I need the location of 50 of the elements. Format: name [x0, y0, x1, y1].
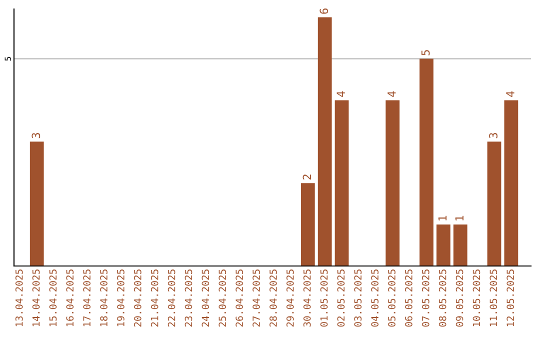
- x-tick-label: 16.04.2025: [66, 270, 74, 326]
- bar: [453, 224, 468, 266]
- data-label: 1: [438, 216, 447, 220]
- x-tick-label: 23.04.2025: [184, 270, 192, 327]
- x-tick-label: 21.04.2025: [150, 270, 158, 327]
- data-label: 5: [421, 50, 430, 56]
- x-tick-label: 29.04.2025: [286, 270, 294, 327]
- x-tick-label: 06.05.2025: [405, 270, 412, 327]
- x-tick-label: 19.04.2025: [117, 270, 124, 326]
- x-tick-label: 02.05.2025: [337, 270, 345, 327]
- x-tick-label: 12.05.2025: [506, 270, 514, 326]
- x-tick-label: 01.05.2025: [320, 270, 328, 327]
- x-tick-label: 17.04.2025: [83, 270, 91, 326]
- x-tick-label: 24.04.2025: [202, 270, 210, 327]
- bar: [318, 17, 332, 266]
- data-label: 3: [489, 133, 498, 138]
- x-tick-label: 14.04.2025: [32, 270, 40, 326]
- data-label: 6: [320, 8, 328, 14]
- x-tick-label: 20.04.2025: [134, 270, 142, 327]
- x-tick-label: 30.04.2025: [303, 270, 311, 327]
- x-tick-label: 27.04.2025: [252, 270, 260, 327]
- x-tick-label: 13.04.2025: [15, 270, 23, 326]
- bar: [436, 224, 450, 266]
- data-label: 3: [32, 133, 40, 138]
- bar: [386, 100, 400, 266]
- data-label: 1: [455, 216, 464, 220]
- x-tick-label: 15.04.2025: [49, 270, 57, 326]
- x-tick-label: 28.04.2025: [270, 270, 277, 327]
- x-tick-label: 11.05.2025: [490, 270, 498, 326]
- x-tick-label: 22.04.2025: [168, 270, 176, 327]
- data-label: 4: [388, 91, 396, 97]
- data-label: 4: [506, 91, 514, 97]
- x-tick-label: 10.05.2025: [472, 270, 480, 326]
- x-tick-label: 07.05.2025: [422, 270, 430, 327]
- x-tick-label: 04.05.2025: [371, 270, 379, 327]
- bar: [30, 142, 44, 266]
- x-tick-label: 09.05.2025: [456, 270, 464, 327]
- x-tick-label: 03.05.2025: [354, 270, 362, 327]
- x-tick-label: 05.05.2025: [388, 270, 396, 327]
- bar: [334, 100, 349, 266]
- data-label: 4: [336, 91, 345, 97]
- x-tick-label: 18.04.2025: [100, 270, 108, 326]
- data-label: 2: [302, 174, 311, 180]
- bar: [504, 100, 518, 266]
- x-tick-label: 26.04.2025: [236, 270, 243, 327]
- x-tick-label: 25.04.2025: [218, 270, 226, 327]
- bar: [420, 58, 434, 266]
- x-tick-label: 08.05.2025: [438, 270, 446, 327]
- bar: [300, 183, 315, 266]
- bar: [487, 142, 502, 266]
